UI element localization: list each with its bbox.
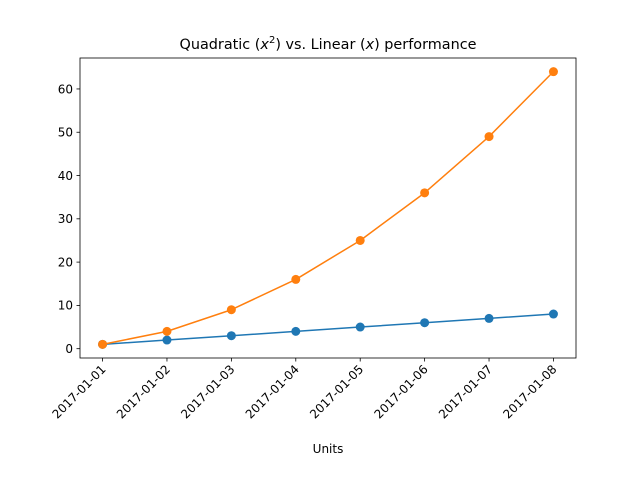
series-1-point-1 bbox=[162, 326, 172, 336]
x-tick-label-2: 2017-01-03 bbox=[178, 362, 237, 421]
x-axis-label: Units bbox=[313, 442, 344, 456]
x-tick-label-6: 2017-01-07 bbox=[436, 362, 495, 421]
x-tick-label-1: 2017-01-02 bbox=[114, 362, 173, 421]
series-0-point-2 bbox=[226, 331, 236, 341]
x-tick-label-5: 2017-01-06 bbox=[372, 362, 431, 421]
y-tick-label-4: 40 bbox=[58, 169, 73, 183]
x-tick-label-3: 2017-01-04 bbox=[243, 362, 302, 421]
y-tick-label-1: 10 bbox=[58, 299, 73, 313]
series-1-point-7 bbox=[548, 67, 558, 77]
series-1-point-4 bbox=[355, 235, 365, 245]
series-1-point-3 bbox=[291, 274, 301, 284]
y-tick-label-0: 0 bbox=[65, 342, 73, 356]
y-tick-label-3: 30 bbox=[58, 212, 73, 226]
series-1-point-2 bbox=[226, 305, 236, 315]
y-tick-label-6: 60 bbox=[58, 82, 73, 96]
series-0-line bbox=[102, 313, 554, 346]
series-1-point-6 bbox=[484, 132, 494, 142]
y-tick-label-5: 50 bbox=[58, 126, 73, 140]
series-0-point-6 bbox=[484, 313, 494, 323]
series-0-point-7 bbox=[548, 309, 558, 319]
x-tick-label-7: 2017-01-08 bbox=[500, 362, 559, 421]
series-0-point-3 bbox=[291, 326, 301, 336]
series-1-point-0 bbox=[98, 339, 108, 349]
x-tick-label-4: 2017-01-05 bbox=[307, 362, 366, 421]
chart-title: Quadratic (x2) vs. Linear (x) performanc… bbox=[180, 35, 477, 53]
x-tick-label-0: 2017-01-01 bbox=[49, 362, 108, 421]
y-tick-label-2: 20 bbox=[58, 255, 73, 269]
series-1-line bbox=[102, 71, 554, 346]
series-0-point-1 bbox=[162, 335, 172, 345]
series-1-point-5 bbox=[420, 188, 430, 198]
series-0-point-5 bbox=[420, 318, 430, 328]
series-0-point-4 bbox=[355, 322, 365, 332]
plot-frame bbox=[79, 57, 577, 359]
